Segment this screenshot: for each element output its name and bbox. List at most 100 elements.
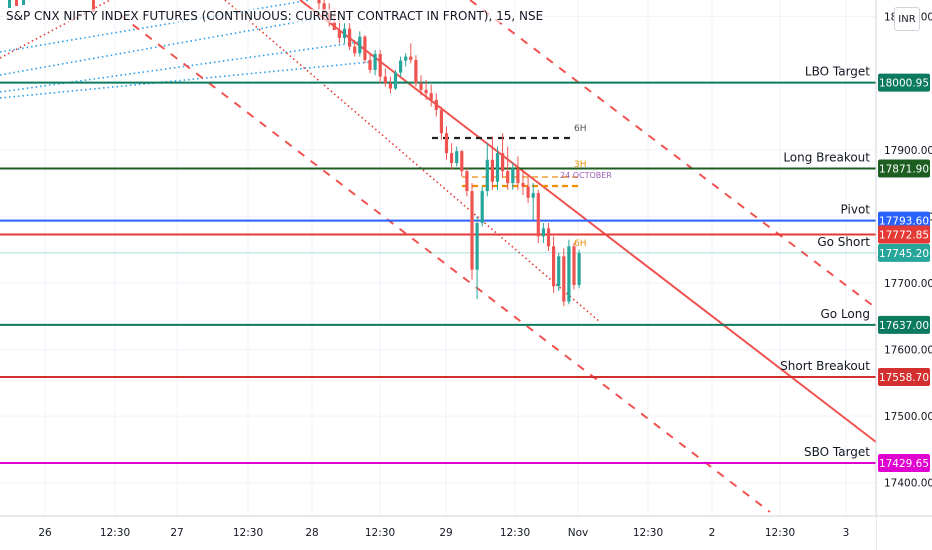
x-tick-label: 12:30 bbox=[233, 527, 263, 539]
level-label: SBO Target bbox=[804, 445, 870, 459]
candle-body bbox=[485, 159, 489, 192]
candle-body bbox=[577, 253, 581, 285]
price-tag-text: 17871.90 bbox=[879, 164, 929, 176]
price-tag bbox=[878, 225, 930, 244]
candle-body bbox=[342, 28, 347, 38]
level-label: LBO Target bbox=[805, 65, 870, 79]
price-tag-text: 17429.65 bbox=[879, 458, 929, 470]
candle-body bbox=[8, 0, 11, 8]
candle-body bbox=[404, 56, 408, 61]
candle-body bbox=[475, 223, 479, 270]
price-tag bbox=[878, 243, 930, 262]
candle-body bbox=[353, 46, 357, 54]
fan-line bbox=[0, 0, 311, 53]
level-label: Pivot bbox=[841, 203, 871, 217]
level-label: Long Breakout bbox=[783, 151, 870, 165]
candle-body bbox=[516, 168, 520, 184]
candle-body bbox=[455, 151, 459, 164]
candle-body bbox=[490, 159, 494, 182]
y-tick-label: 17500.00 bbox=[884, 411, 932, 423]
candle-body bbox=[388, 83, 392, 89]
level-label: Go Long bbox=[821, 307, 871, 321]
channel-lower-line bbox=[119, 14, 771, 513]
annotation-label: 6H bbox=[574, 124, 587, 134]
candle-body bbox=[470, 191, 474, 270]
candle-body bbox=[501, 153, 505, 172]
candle-body bbox=[541, 228, 545, 237]
candle-body bbox=[562, 256, 566, 302]
candle-body bbox=[317, 0, 321, 4]
price-tag bbox=[878, 159, 930, 178]
price-tag-text: 17558.70 bbox=[879, 372, 929, 384]
x-tick-label: 3 bbox=[843, 527, 850, 539]
candle-body bbox=[414, 59, 418, 84]
x-tick-label: Nov bbox=[568, 527, 589, 539]
price-tag bbox=[878, 368, 930, 387]
x-tick-label: 29 bbox=[439, 527, 452, 539]
price-tag-text: 17772.85 bbox=[879, 229, 929, 241]
level-label: Short Breakout bbox=[780, 359, 870, 373]
candle-body bbox=[511, 168, 515, 184]
candle-body bbox=[424, 89, 428, 94]
time-axis[interactable] bbox=[0, 516, 876, 550]
fan-line bbox=[0, 41, 361, 93]
candle-body bbox=[22, 0, 25, 5]
candle-body bbox=[363, 36, 367, 60]
candle-body bbox=[465, 171, 469, 192]
candle-body bbox=[552, 246, 556, 287]
candle-body bbox=[399, 60, 403, 73]
candle-body bbox=[460, 151, 464, 172]
candle-body bbox=[506, 171, 510, 184]
chart-title: S&P CNX NIFTY INDEX FUTURES (CONTINUOUS:… bbox=[6, 9, 544, 23]
candle-body bbox=[393, 72, 398, 89]
x-tick-label: 12:30 bbox=[633, 527, 663, 539]
fan-line bbox=[0, 61, 371, 99]
candle-body bbox=[332, 21, 336, 30]
candle-body bbox=[531, 193, 535, 198]
x-tick-label: 12:30 bbox=[100, 527, 130, 539]
x-tick-label: 12:30 bbox=[500, 527, 530, 539]
candle-body bbox=[368, 59, 372, 70]
candle-body bbox=[92, 0, 95, 12]
price-tag-text: 18000.95 bbox=[879, 78, 929, 90]
candle-body bbox=[358, 36, 362, 54]
y-tick-label: 17700.00 bbox=[884, 278, 932, 290]
candle-body bbox=[546, 228, 551, 247]
x-tick-label: 2 bbox=[709, 527, 716, 539]
price-tag-text: 17745.20 bbox=[879, 248, 929, 260]
x-tick-label: 12:30 bbox=[365, 527, 395, 539]
candle-body bbox=[495, 153, 500, 182]
price-tag-text: 17793.60 bbox=[879, 216, 929, 228]
candle-body bbox=[409, 56, 413, 60]
x-tick-label: 28 bbox=[305, 527, 318, 539]
x-tick-label: 26 bbox=[38, 527, 52, 539]
candle-body bbox=[480, 191, 484, 224]
price-tag bbox=[878, 73, 930, 92]
candle-body bbox=[419, 83, 423, 90]
candle-body bbox=[444, 133, 449, 154]
x-tick-label: 12:30 bbox=[765, 527, 795, 539]
y-tick-label: 17400.00 bbox=[884, 478, 932, 490]
y-tick-label: 17600.00 bbox=[884, 345, 932, 357]
candle-body bbox=[434, 99, 438, 110]
candle-body bbox=[450, 153, 454, 164]
currency-button[interactable]: INR bbox=[894, 7, 920, 31]
candle-body bbox=[348, 28, 352, 47]
candle-body bbox=[15, 0, 18, 6]
level-label: Go Short bbox=[817, 235, 870, 249]
candle-body bbox=[557, 256, 561, 287]
candle-body bbox=[567, 246, 571, 302]
candle-body bbox=[429, 93, 433, 100]
candle-body bbox=[572, 246, 576, 285]
price-tag-text: 17637.00 bbox=[879, 320, 929, 332]
channel-upper-line bbox=[469, 0, 877, 309]
candle-body bbox=[322, 3, 326, 14]
candle-body bbox=[337, 29, 341, 38]
candle-body bbox=[383, 76, 387, 84]
candle-body bbox=[526, 186, 530, 198]
candle-body bbox=[373, 53, 377, 70]
candle-body bbox=[521, 183, 525, 187]
annotation-label: 3H bbox=[574, 160, 587, 170]
